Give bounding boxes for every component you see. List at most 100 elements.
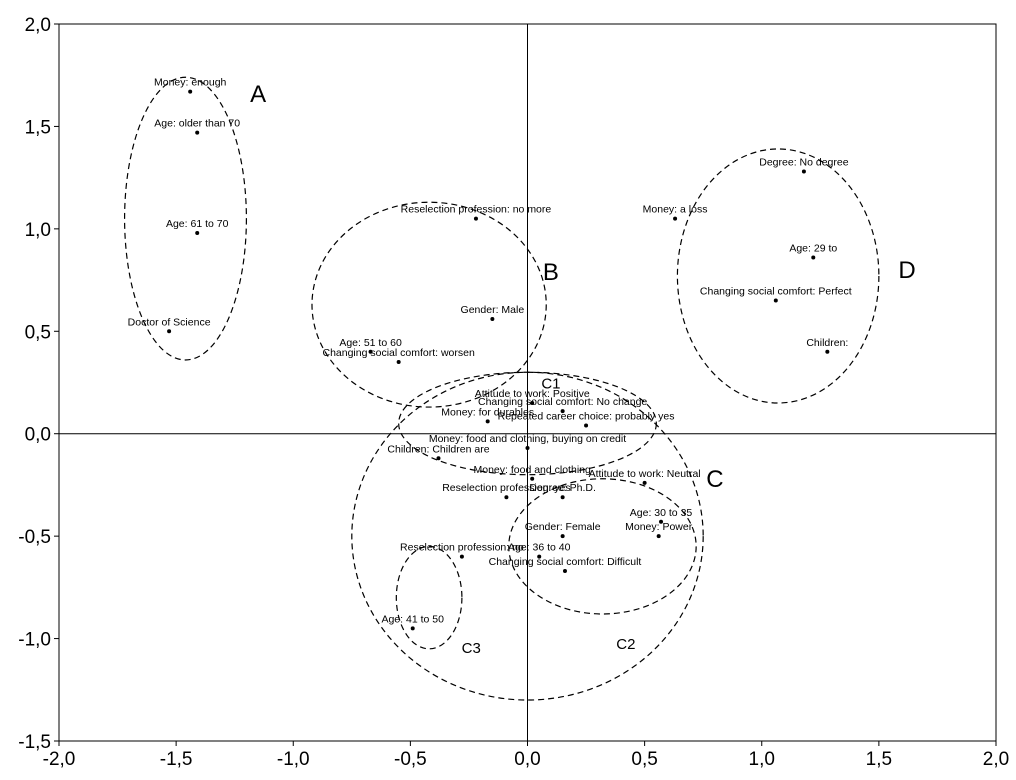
- point-label: Age: 51 to 60: [339, 337, 402, 349]
- y-tick-label: 1,5: [25, 117, 51, 138]
- point-label: Reselection profession: no: [400, 542, 524, 554]
- point-money-enough: Money: enough: [154, 77, 227, 94]
- point-marker: [530, 400, 535, 405]
- point-doctor-of-science: Doctor of Science: [128, 316, 211, 334]
- point-age-36-to-40: Age: 36 to 40: [508, 542, 571, 559]
- point-children: Children:: [806, 337, 848, 354]
- group-label-c1: C1: [541, 376, 560, 393]
- point-marker: [195, 230, 200, 235]
- point-marker: [530, 476, 535, 481]
- point-age-29-to: Age: 29 to: [789, 243, 837, 260]
- cluster-ellipse-c2: [508, 478, 697, 615]
- point-marker: [485, 419, 490, 424]
- point-marker: [368, 349, 373, 354]
- cluster-ellipse-c3: [395, 545, 463, 650]
- point-age-41-to-50: Age: 41 to 50: [381, 613, 444, 631]
- point-marker: [473, 216, 478, 221]
- point-gender-female: Gender: Female: [525, 521, 601, 539]
- point-degree-ph-d: Degree: Ph.D.: [529, 482, 596, 500]
- y-tick-label: -0,5: [18, 527, 51, 548]
- point-age-51-to-60: Age: 51 to 60: [339, 337, 402, 354]
- cluster-ellipse-d: [676, 148, 880, 404]
- x-tick-label: 0,5: [631, 749, 657, 770]
- point-marker: [525, 446, 530, 451]
- point-label: Changing social comfort: No change: [478, 396, 647, 408]
- point-label: Money: a loss: [643, 204, 708, 216]
- point-label: Changing social comfort: Perfect: [700, 286, 852, 298]
- point-label: Repeated career choice: probably yes: [498, 411, 675, 423]
- x-tick-label: -2,0: [43, 749, 76, 770]
- point-label: Children: Children are: [387, 443, 489, 455]
- y-tick-label: 1,0: [25, 220, 51, 241]
- point-label: Doctor of Science: [128, 316, 211, 328]
- x-tick-label: 0,0: [514, 749, 540, 770]
- point-age-61-to-70: Age: 61 to 70: [166, 218, 229, 235]
- data-points: Money: enough Age: older than 70 Age: 61 t…: [128, 77, 852, 631]
- point-gender-male: Gender: Male: [461, 304, 524, 321]
- point-money-for-durables: Money: for durables: [441, 406, 534, 424]
- group-label-c2: C2: [616, 636, 635, 653]
- point-label: Age: 36 to 40: [508, 542, 571, 554]
- point-money-food-and-clothing: Money: food and clothing: [474, 464, 591, 481]
- point-repeated-career-choice-probably-yes: Repeated career choice: probably yes: [498, 411, 675, 428]
- cluster-ellipse-b: [311, 201, 547, 408]
- point-age-older-than-70: Age: older than 70: [154, 118, 240, 135]
- point-label: Reselection profession: no more: [401, 204, 552, 216]
- point-marker: [825, 349, 830, 354]
- point-marker: [562, 568, 567, 573]
- point-label: Age: 29 to: [789, 243, 837, 255]
- cluster-ellipse-c1: [398, 371, 657, 476]
- point-age-30-to-35: Age: 30 to 35: [630, 507, 692, 524]
- point-label: Age: 41 to 50: [381, 613, 444, 625]
- point-marker: [436, 456, 441, 461]
- x-tick-label: -1,5: [160, 749, 193, 770]
- point-marker: [396, 360, 401, 365]
- point-marker: [801, 169, 806, 174]
- point-marker: [188, 89, 193, 94]
- y-tick-label: -1,0: [18, 630, 51, 651]
- point-marker: [490, 316, 495, 321]
- point-label: Degree: Ph.D.: [529, 482, 596, 494]
- point-label: Changing social comfort: worsen: [322, 347, 474, 359]
- point-marker: [584, 423, 589, 428]
- point-marker: [773, 298, 778, 303]
- y-tick-label: 0,5: [25, 322, 51, 343]
- y-tick-label: 2,0: [25, 15, 51, 36]
- point-changing-social-comfort-difficult: Changing social comfort: Difficult: [489, 556, 642, 573]
- point-money-food-and-clothing-buying-on-credit: Money: food and clothing, buying on cred…: [429, 433, 626, 451]
- point-marker: [195, 130, 200, 135]
- x-tick-label: -0,5: [394, 749, 427, 770]
- point-degree-no-degree: Degree: No degree: [759, 156, 849, 174]
- point-label: Age: 61 to 70: [166, 218, 229, 230]
- x-tick-label: 1,0: [749, 749, 775, 770]
- point-marker: [673, 216, 678, 221]
- x-tick-label: 1,5: [866, 749, 892, 770]
- point-marker: [560, 495, 565, 500]
- point-label: Money: Power: [625, 521, 693, 533]
- point-marker: [656, 534, 661, 539]
- point-marker: [811, 255, 816, 260]
- point-money-a-loss: Money: a loss: [643, 204, 708, 221]
- point-money-power: Money: Power: [625, 521, 693, 539]
- point-marker: [167, 329, 172, 334]
- point-marker: [537, 554, 542, 559]
- y-tick-label: 0,0: [25, 425, 51, 446]
- axis-ticks: -2,0 -1,5 -1,0 -0,5 0,0 0,5 1,0 1,5 2,0-1,5-1,0-…: [18, 15, 1009, 770]
- point-label: Age: older than 70: [154, 118, 240, 130]
- point-marker: [560, 534, 565, 539]
- point-reselection-profession-no: Reselection profession: no: [400, 542, 524, 559]
- point-label: Gender: Female: [525, 521, 601, 533]
- point-attitude-to-work-neutral: Attitude to work: Neutral: [589, 468, 701, 485]
- group-labels: A B D C C1 C2 C3: [250, 81, 916, 657]
- point-reselection-profession-yes: Reselection profession: yes: [442, 482, 571, 500]
- point-label: Children:: [806, 337, 848, 349]
- point-label: Changing social comfort: Difficult: [489, 556, 642, 568]
- point-label: Attitude to work: Neutral: [589, 468, 701, 480]
- point-changing-social-comfort-perfect: Changing social comfort: Perfect: [700, 286, 852, 303]
- y-tick-label: -1,5: [18, 732, 51, 753]
- point-label: Degree: No degree: [759, 156, 848, 168]
- cluster-ellipses: [123, 76, 880, 701]
- group-label-c3: C3: [462, 640, 481, 657]
- group-label-b: B: [543, 259, 559, 286]
